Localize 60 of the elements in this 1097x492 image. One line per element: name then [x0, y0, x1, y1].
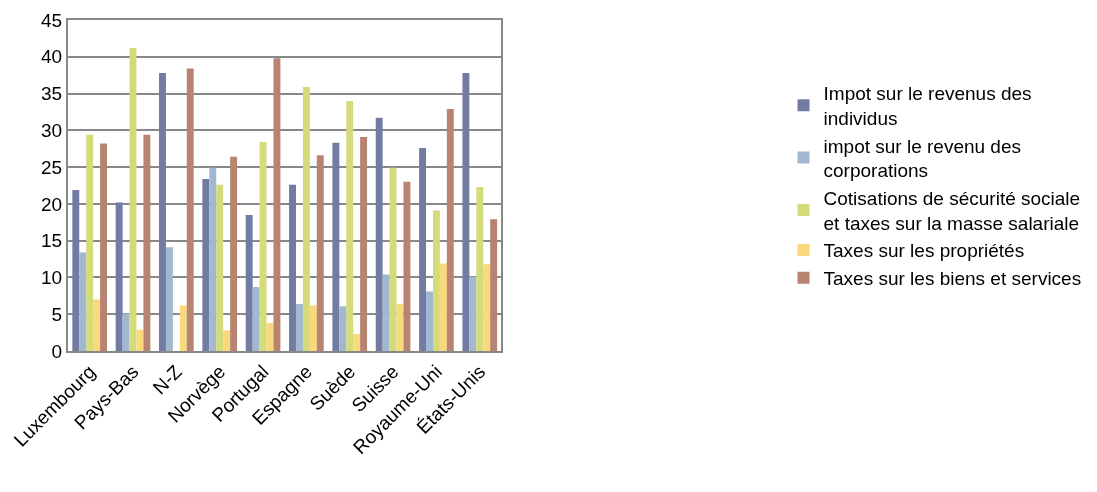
bar — [202, 178, 210, 351]
bar — [252, 287, 260, 351]
bar — [93, 299, 101, 351]
bar — [439, 263, 447, 351]
bar — [332, 142, 340, 351]
bar — [115, 202, 123, 351]
bar — [490, 219, 498, 351]
bar — [159, 72, 166, 351]
bar — [186, 68, 194, 351]
y-tick-label: 20 — [41, 193, 63, 215]
bar — [476, 186, 484, 351]
bar — [346, 100, 354, 351]
bar — [426, 291, 433, 351]
legend-label: impot sur le revenu des corporations — [823, 135, 1022, 182]
bar — [432, 210, 440, 351]
bar — [86, 134, 94, 351]
bar — [165, 247, 173, 351]
y-tick-label: 40 — [41, 46, 63, 68]
bar — [122, 313, 130, 351]
y-tick-label: 30 — [41, 119, 63, 141]
bar — [79, 252, 87, 351]
bar — [446, 109, 454, 351]
y-tick-label: 5 — [51, 303, 63, 325]
bar — [136, 329, 144, 351]
bar — [245, 214, 253, 351]
bar — [403, 181, 411, 351]
bar — [179, 305, 187, 351]
bar — [375, 117, 383, 351]
y-tick-label: 25 — [41, 156, 63, 178]
legend-label: Cotisations de sécurité sociale et taxes sur la masse salariale — [823, 188, 1081, 234]
y-tick-label: 45 — [41, 9, 63, 31]
bar — [302, 86, 310, 351]
legend-label: Taxes sur les propriétés — [823, 240, 1025, 262]
bar — [143, 134, 151, 351]
bar — [382, 274, 390, 351]
y-tick-label: 35 — [41, 83, 63, 105]
bar — [419, 147, 427, 351]
bar — [316, 155, 324, 351]
bar — [72, 189, 80, 351]
y-tick-label: 0 — [51, 340, 63, 362]
bar — [100, 143, 108, 351]
bar — [360, 136, 368, 351]
bar — [462, 72, 470, 351]
bar — [209, 167, 217, 351]
bar — [339, 306, 347, 351]
bar — [483, 264, 491, 351]
bar — [273, 58, 281, 351]
bar — [216, 184, 224, 351]
bar — [353, 334, 361, 351]
bar — [389, 167, 397, 351]
y-tick-label: 10 — [41, 267, 63, 289]
bar — [309, 305, 317, 351]
bar — [230, 156, 238, 351]
bar — [289, 184, 296, 351]
y-tick-label: 15 — [41, 230, 63, 252]
legend-label: Taxes sur les biens et services — [823, 268, 1082, 290]
bar — [295, 303, 303, 351]
bar — [259, 142, 267, 351]
bar — [469, 276, 477, 351]
bar — [223, 330, 231, 351]
